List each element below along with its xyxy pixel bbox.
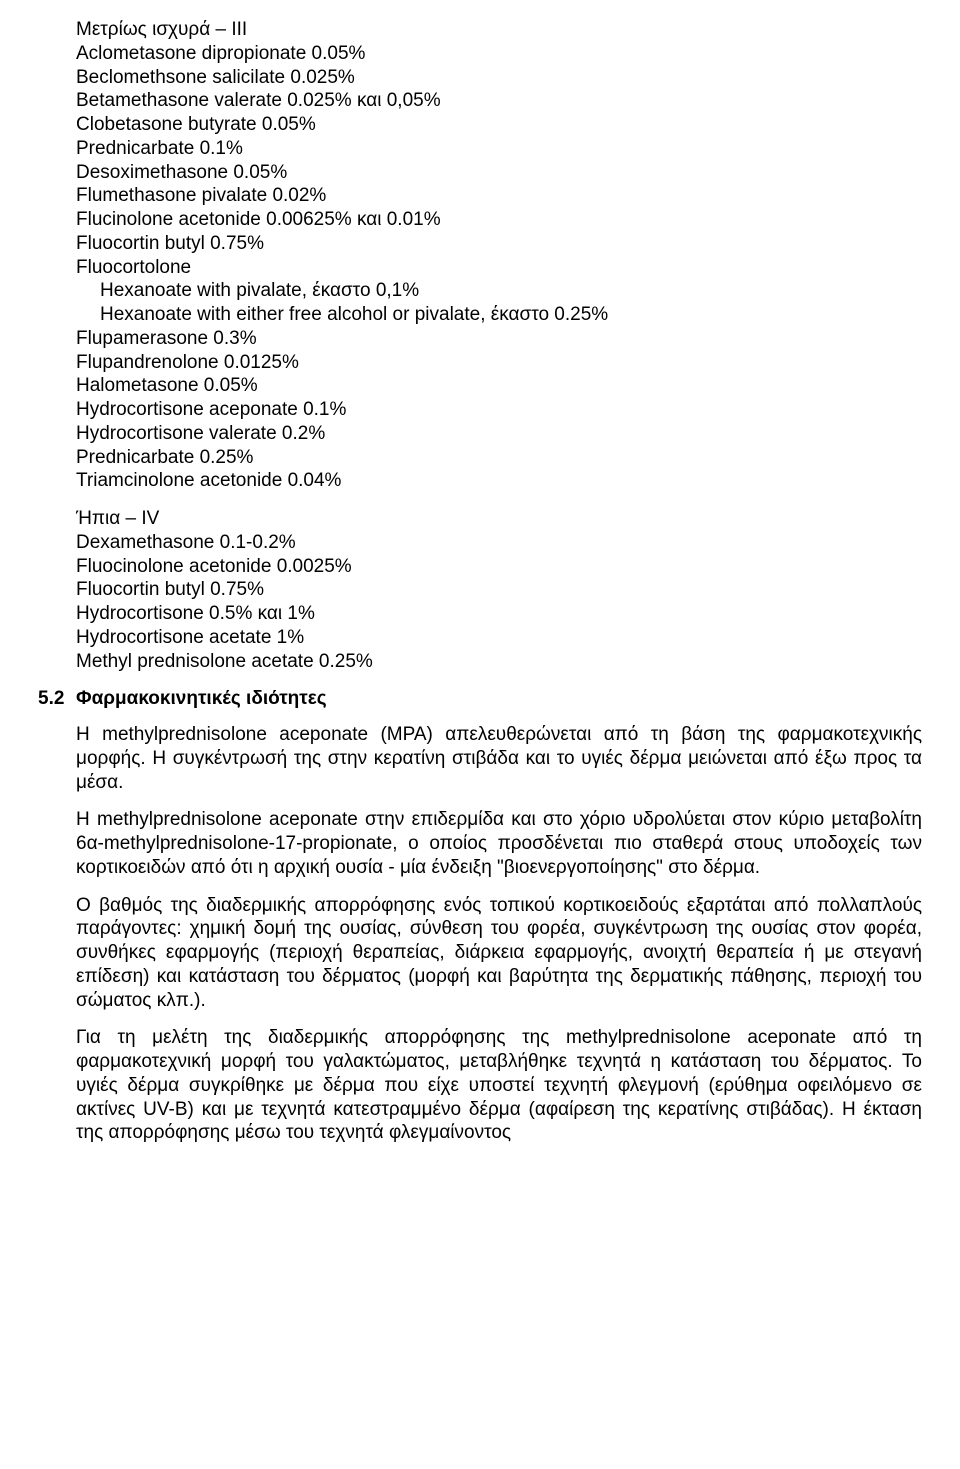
drug-item: Hydrocortisone 0.5% και 1% xyxy=(76,602,922,626)
drug-subitem: Hexanoate with either free alcohol or pi… xyxy=(76,303,922,327)
group-iv-title: Ήπια – IV xyxy=(76,507,922,531)
drug-item: Flucinolone acetonide 0.00625% και 0.01% xyxy=(76,208,922,232)
drug-item: Halometasone 0.05% xyxy=(76,374,922,398)
section-number: 5.2 xyxy=(38,687,76,711)
paragraph: Η methylprednisolone aceponate (MPA) απε… xyxy=(76,723,922,794)
drug-subitem: Hexanoate with pivalate, έκαστο 0,1% xyxy=(76,279,922,303)
drug-item: Fluocortin butyl 0.75% xyxy=(76,578,922,602)
paragraph: Η methylprednisolone aceponate στην επιδ… xyxy=(76,808,922,879)
section-header: 5.2 Φαρμακοκινητικές ιδιότητες xyxy=(38,687,922,711)
drug-item: Hydrocortisone acetate 1% xyxy=(76,626,922,650)
paragraph: Για τη μελέτη της διαδερμικής απορρόφηση… xyxy=(76,1026,922,1145)
section-title: Φαρμακοκινητικές ιδιότητες xyxy=(76,687,327,711)
drug-item: Beclomethsone salicilate 0.025% xyxy=(76,66,922,90)
drug-item: Betamethasone valerate 0.025% και 0,05% xyxy=(76,89,922,113)
drug-item: Fluocinolone acetonide 0.0025% xyxy=(76,555,922,579)
group-iv: Ήπια – IV Dexamethasone 0.1-0.2% Fluocin… xyxy=(76,507,922,673)
drug-item: Fluocortolone xyxy=(76,256,922,280)
group-iii: Μετρίως ισχυρά – III Aclometasone diprop… xyxy=(76,18,922,493)
drug-item: Aclometasone dipropionate 0.05% xyxy=(76,42,922,66)
drug-item: Desoximethasone 0.05% xyxy=(76,161,922,185)
drug-item: Hydrocortisone aceponate 0.1% xyxy=(76,398,922,422)
paragraph: Ο βαθμός της διαδερμικής απορρόφησης ενό… xyxy=(76,894,922,1013)
drug-item: Methyl prednisolone acetate 0.25% xyxy=(76,650,922,674)
drug-item: Prednicarbate 0.25% xyxy=(76,446,922,470)
drug-item: Hydrocortisone valerate 0.2% xyxy=(76,422,922,446)
drug-item: Clobetasone butyrate 0.05% xyxy=(76,113,922,137)
drug-item: Prednicarbate 0.1% xyxy=(76,137,922,161)
drug-item: Flumethasone pivalate 0.02% xyxy=(76,184,922,208)
group-iii-title: Μετρίως ισχυρά – III xyxy=(76,18,922,42)
drug-item: Dexamethasone 0.1-0.2% xyxy=(76,531,922,555)
drug-item: Fluocortin butyl 0.75% xyxy=(76,232,922,256)
drug-item: Flupamerasone 0.3% xyxy=(76,327,922,351)
drug-item: Triamcinolone acetonide 0.04% xyxy=(76,469,922,493)
drug-item: Flupandrenolone 0.0125% xyxy=(76,351,922,375)
